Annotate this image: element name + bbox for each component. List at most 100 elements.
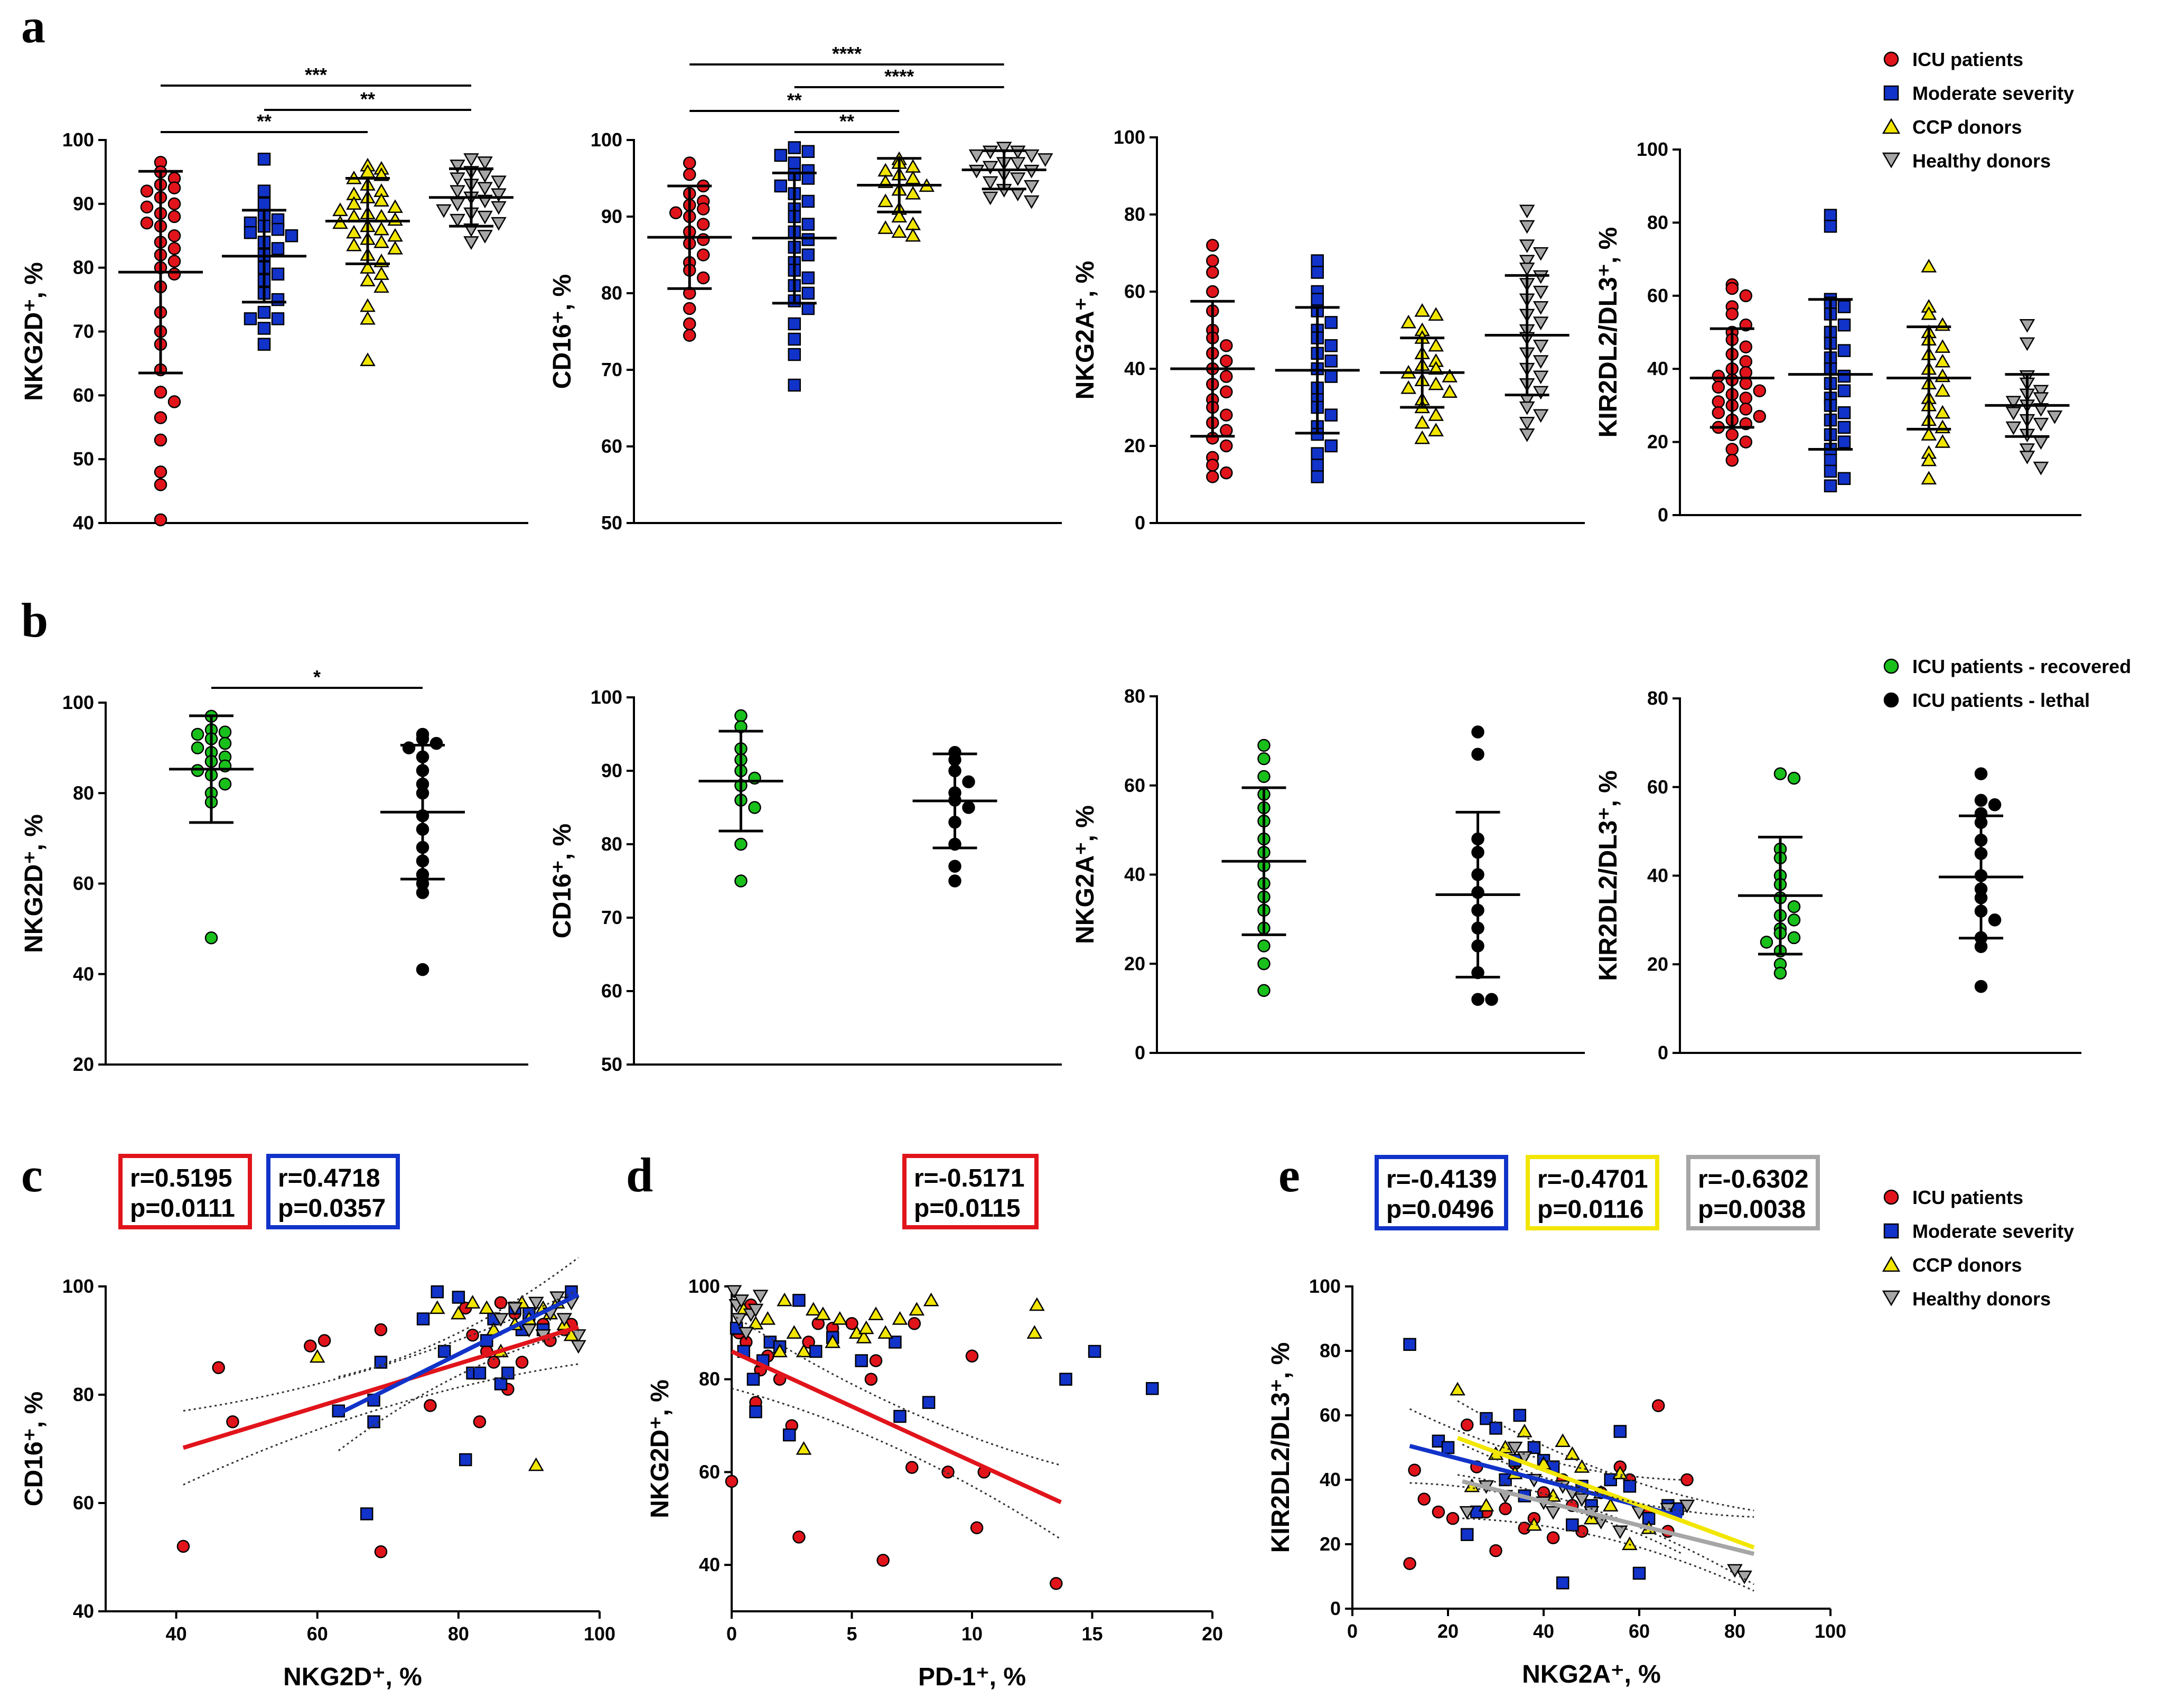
data-point — [982, 161, 998, 175]
data-point — [285, 229, 298, 242]
data-point — [374, 1356, 388, 1369]
data-point — [491, 188, 507, 202]
data-point — [1519, 204, 1535, 219]
stat-box-border — [118, 1154, 252, 1229]
data-point — [1460, 1528, 1474, 1541]
data-point — [271, 267, 285, 281]
data-point — [909, 1302, 925, 1316]
data-point — [1660, 1502, 1676, 1517]
y-tick-label: 0 — [1135, 1042, 1145, 1063]
group-moderate-severity — [1788, 209, 1873, 492]
data-point — [1507, 1441, 1523, 1455]
x-tick-label: 100 — [1815, 1620, 1846, 1642]
data-point — [801, 286, 815, 300]
data-point — [1935, 405, 1951, 419]
y-tick-label: 70 — [601, 359, 622, 380]
data-point — [416, 886, 429, 899]
data-point — [1739, 355, 1753, 368]
data-point — [725, 1474, 739, 1488]
legend-item: Healthy donors — [1882, 1288, 2051, 1310]
data-point — [1712, 406, 1725, 419]
data-point — [429, 736, 443, 750]
data-point — [877, 220, 894, 234]
group-icu-patients-lethal — [1939, 767, 2023, 993]
data-point — [948, 874, 961, 888]
confidence-band — [183, 1363, 579, 1486]
data-point — [1612, 1525, 1628, 1539]
data-point — [373, 279, 389, 293]
x-tick-label: 0 — [726, 1623, 737, 1645]
data-point — [1206, 459, 1219, 472]
data-point — [1206, 254, 1219, 267]
data-point — [1428, 376, 1444, 390]
group-moderate-severity — [1275, 254, 1360, 483]
regression-line — [1462, 1479, 1755, 1556]
data-point — [1533, 340, 1549, 353]
y-tick-label: 100 — [591, 129, 622, 151]
data-point — [968, 149, 985, 163]
data-point — [948, 860, 961, 873]
data-point — [1519, 401, 1535, 415]
data-point — [1446, 1511, 1460, 1525]
legend-marker-moderate — [1883, 85, 1899, 101]
data-point — [367, 1415, 380, 1429]
y-tick-label: 90 — [601, 760, 622, 781]
stat-r-value: r=0.5195 — [130, 1164, 232, 1192]
confidence-band — [338, 1257, 579, 1378]
data-point — [191, 741, 204, 754]
x-axis-label: PD-1⁺, % — [918, 1663, 1026, 1691]
data-point — [922, 1396, 936, 1409]
y-tick-label: 40 — [73, 1600, 94, 1622]
legend-label: Healthy donors — [1912, 1288, 2051, 1310]
data-point — [1088, 1345, 1101, 1358]
group-moderate-severity — [752, 141, 837, 392]
data-point — [1257, 739, 1270, 752]
x-tick-label: 5 — [846, 1623, 857, 1645]
data-point — [167, 395, 181, 408]
data-point — [774, 179, 787, 193]
significance-label: * — [313, 666, 321, 688]
y-tick-label: 0 — [1658, 504, 1668, 526]
data-point — [1519, 428, 1535, 442]
data-point — [436, 204, 452, 218]
data-point — [877, 193, 894, 208]
chart-b-nkg2d: 20 40 60 80 100 NKG2D⁺, % * — [20, 666, 528, 1075]
data-point — [1311, 293, 1324, 306]
data-point — [2019, 319, 2035, 333]
data-point — [494, 1377, 508, 1390]
data-point — [1519, 255, 1535, 269]
y-tick-label: 40 — [1647, 358, 1668, 379]
data-point — [1311, 254, 1324, 267]
data-point — [864, 1373, 878, 1386]
data-point — [1324, 316, 1338, 329]
data-point — [1220, 370, 1233, 383]
data-point — [1220, 466, 1233, 480]
data-point — [1824, 453, 1837, 467]
series-healthy-donors — [726, 1285, 769, 1341]
data-point — [1146, 1382, 1159, 1395]
group-ccp-donors — [1380, 303, 1465, 444]
data-point — [1725, 443, 1739, 456]
y-tick-label: 80 — [699, 1368, 720, 1390]
data-point — [1921, 452, 1937, 466]
data-point — [1220, 354, 1233, 368]
data-point — [1257, 984, 1270, 997]
data-point — [1220, 385, 1233, 399]
data-point — [1739, 391, 1753, 405]
group-ccp-donors — [325, 157, 410, 367]
data-point — [1921, 306, 1937, 320]
data-point — [1574, 1493, 1590, 1507]
x-axis-label: NKG2D⁺, % — [283, 1663, 422, 1691]
data-point — [1403, 1338, 1416, 1351]
group-healthy-donors — [1985, 319, 2070, 475]
data-point — [2033, 461, 2049, 475]
data-point — [1566, 1518, 1579, 1532]
data-point — [1753, 384, 1767, 397]
data-point — [1679, 1499, 1695, 1514]
confidence-band — [1462, 1443, 1754, 1518]
y-tick-label: 60 — [1320, 1404, 1341, 1426]
data-point — [2019, 451, 2035, 464]
y-tick-label: 50 — [601, 512, 622, 534]
data-point — [683, 156, 696, 170]
group-icu-patients-lethal — [912, 746, 997, 888]
